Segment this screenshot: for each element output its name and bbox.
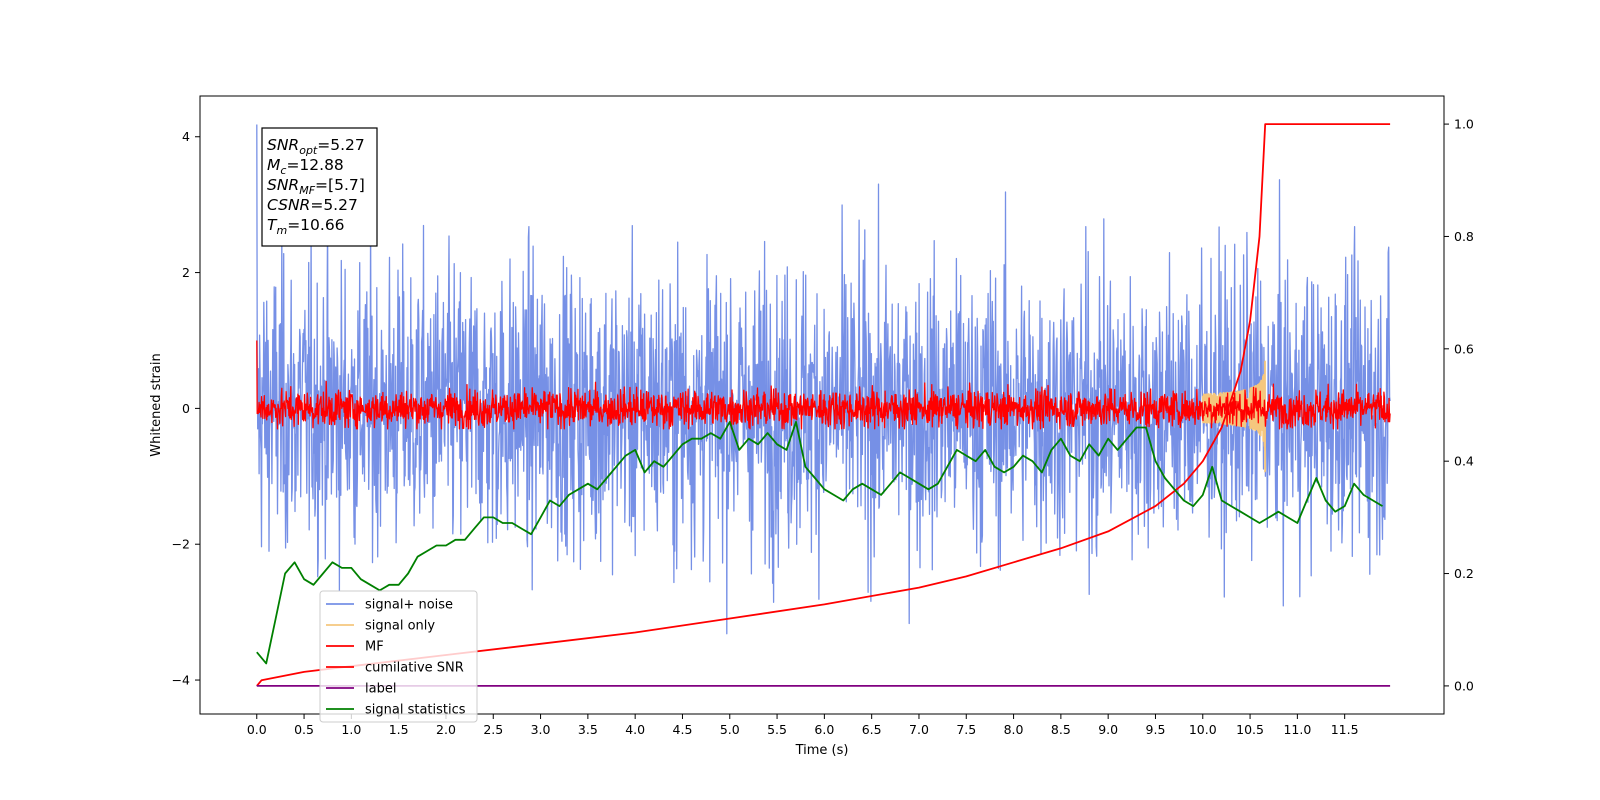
y2-tick-label: 0.6 — [1454, 341, 1474, 356]
x-tick-label: 5.5 — [767, 722, 787, 737]
legend-label: MF — [365, 640, 384, 655]
legend-frame — [319, 590, 478, 723]
annotation-frame — [261, 127, 378, 247]
x-tick-label: 0.5 — [294, 722, 314, 737]
annotation-line: SNRMF=[5.7] — [267, 176, 365, 197]
x-tick-label: 2.5 — [483, 722, 503, 737]
y-tick-label: 2 — [182, 265, 190, 280]
x-tick-label: 4.5 — [673, 722, 693, 737]
x-tick-label: 6.5 — [862, 722, 882, 737]
y-tick-label: 0 — [182, 401, 190, 416]
annotation-line: CSNR=5.27 — [267, 196, 358, 214]
axes-layer: 0.0 0.5 1.0 1.5 2.0 2.5 3.0 3.5 4.0 4.5 5.0 5.5 6.0 6… — [172, 117, 1474, 737]
legend-label: signal statistics — [365, 703, 466, 718]
y2-tick-label: 0.2 — [1454, 566, 1474, 581]
x-tick-label: 3.5 — [578, 722, 598, 737]
y-axis-label: Whitened strain — [149, 353, 164, 456]
x-tick-label: 4.0 — [625, 722, 645, 737]
y2-tick-label: 1.0 — [1454, 117, 1474, 132]
x-tick-label: 8.5 — [1051, 722, 1071, 737]
x-tick-label: 9.0 — [1098, 722, 1118, 737]
x-tick-label: 1.0 — [341, 722, 361, 737]
y2-tick-label: 0.0 — [1454, 678, 1474, 693]
y-tick-label: −2 — [172, 537, 190, 552]
annotation-line: SNRopt=5.27 — [267, 136, 365, 157]
x-tick-label: 5.0 — [720, 722, 740, 737]
x-tick-label: 0.0 — [247, 722, 267, 737]
x-tick-label: 3.0 — [531, 722, 551, 737]
legend: signal+ noise signal only MF cumilative SNR… — [319, 590, 478, 723]
series-signal-statistics — [256, 421, 1383, 665]
x-tick-label: 11.5 — [1331, 722, 1359, 737]
x-tick-label: 7.5 — [956, 722, 976, 737]
x-tick-label: 2.0 — [436, 722, 456, 737]
x-tick-label: 10.0 — [1189, 722, 1217, 737]
x-tick-label: 6.0 — [814, 722, 834, 737]
x-tick-label: 8.0 — [1004, 722, 1024, 737]
x-axis-label: Time (s) — [795, 743, 849, 758]
x-tick-label: 1.5 — [389, 722, 409, 737]
x-tick-label: 9.5 — [1146, 722, 1166, 737]
y-tick-label: −4 — [172, 673, 190, 688]
y-tick-label: 4 — [182, 129, 190, 144]
series-mf — [256, 340, 1391, 430]
plot-frame — [199, 95, 1445, 715]
x-tick-label: 7.0 — [909, 722, 929, 737]
legend-label: signal only — [365, 619, 435, 634]
y2-tick-label: 0.8 — [1454, 229, 1474, 244]
x-tick-label: 11.0 — [1283, 722, 1311, 737]
annotation-line: Mc=12.88 — [267, 156, 344, 177]
legend-label: cumilative SNR — [365, 661, 464, 676]
x-tick-label: 10.5 — [1236, 722, 1264, 737]
y2-tick-label: 0.4 — [1454, 454, 1474, 469]
legend-label: signal+ noise — [365, 598, 453, 613]
legend-label: label — [365, 682, 396, 697]
annotation-line: Tm=10.66 — [267, 216, 345, 237]
